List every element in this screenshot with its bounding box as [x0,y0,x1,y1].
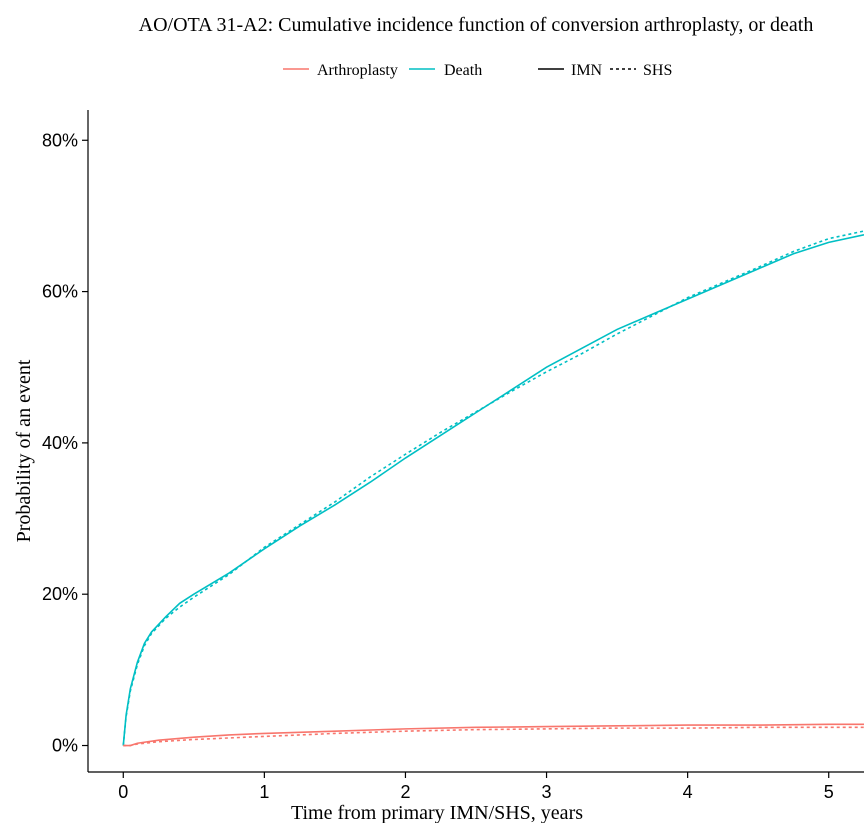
y-tick-label: 20% [42,584,78,604]
x-tick-label: 5 [824,782,834,802]
series-line-death-shs [122,230,864,746]
legend-label-shs: SHS [643,62,672,79]
series-line-death-imn [122,234,864,746]
x-tick-label: 0 [118,782,128,802]
x-tick-label: 1 [259,782,269,802]
y-tick-label: 60% [42,282,78,302]
y-tick-label: 0% [52,736,78,756]
series-line-arthroplasty-shs [123,726,864,747]
legend-label-death: Death [444,62,482,79]
y-axis-ticks: 0% 20% 40% 60% 80% [42,130,88,756]
series-layer [122,230,864,747]
legend-label-arthroplasty: Arthroplasty [317,62,398,79]
series-line-arthroplasty-imn [123,723,864,747]
x-axis-ticks: 0 1 2 3 4 5 [118,772,834,802]
y-axis-title: Probability of an event [13,359,35,542]
x-tick-label: 3 [542,782,552,802]
x-axis-title: Time from primary IMN/SHS, years [291,802,583,823]
x-tick-label: 2 [400,782,410,802]
legend: Arthroplasty Death IMN SHS [283,62,672,79]
y-tick-label: 40% [42,433,78,453]
y-tick-label: 80% [42,130,78,150]
chart-title: AO/OTA 31-A2: Cumulative incidence funct… [139,14,814,36]
plot-area: 0 1 2 3 4 5 0% 20% 40% 60% 80% [42,110,864,802]
legend-label-imn: IMN [571,62,603,79]
x-tick-label: 4 [683,782,693,802]
